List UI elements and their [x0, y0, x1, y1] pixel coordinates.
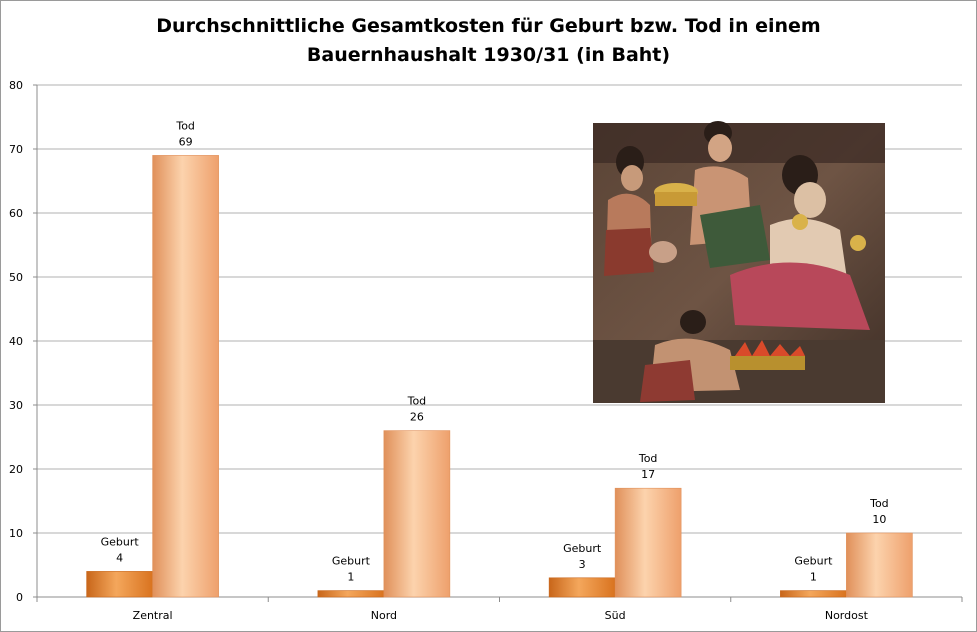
data-label-value: 26 [410, 411, 424, 424]
data-label-value: 17 [641, 468, 655, 481]
bar-geburt [548, 577, 616, 598]
y-tick-label: 50 [9, 271, 23, 284]
bar-tod [846, 532, 913, 598]
y-tick-label: 80 [9, 79, 23, 92]
bar-geburt [780, 590, 847, 598]
y-tick-label: 70 [9, 143, 23, 156]
bar-geburt [86, 571, 153, 598]
y-tick-label: 60 [9, 207, 23, 220]
chart-title: Durchschnittliche Gesamtkosten für Gebur… [0, 12, 977, 70]
x-category-label: Nordost [825, 609, 869, 622]
data-label-series: Tod [175, 119, 195, 132]
x-axis-categories: Zentral Nord Süd Nordost [36, 597, 963, 622]
y-tick-label: 40 [9, 335, 23, 348]
chart-title-line-2: Bauernhaushalt 1930/31 (in Baht) [306, 44, 671, 66]
data-label-series: Tod [407, 395, 427, 408]
thai-mural-image [593, 121, 885, 403]
bar-tod [152, 155, 219, 598]
y-tick-label: 30 [9, 399, 23, 412]
data-label-series: Tod [638, 452, 658, 465]
data-label-value: 4 [116, 551, 123, 564]
bars [86, 155, 913, 598]
bar-tod [383, 430, 451, 598]
data-label-value: 1 [810, 571, 817, 584]
data-labels: Geburt 4 Tod 69 Geburt 1 Tod 26 Geburt 3 Tod 17 Gebu… [101, 119, 889, 583]
y-tick-label: 0 [16, 591, 23, 604]
y-tick-label: 10 [9, 527, 23, 540]
y-axis-ticks: 0 10 20 30 40 50 60 70 80 [9, 79, 37, 604]
x-category-label: Süd [605, 609, 626, 622]
bar-tod [614, 487, 682, 598]
y-tick-label: 20 [9, 463, 23, 476]
data-label-value: 10 [872, 513, 886, 526]
data-label-series: Tod [869, 497, 889, 510]
data-label-series: Geburt [332, 555, 371, 568]
bar-geburt [317, 590, 385, 598]
data-label-value: 69 [179, 135, 193, 148]
data-label-value: 1 [347, 571, 354, 584]
x-category-label: Nord [371, 609, 397, 622]
data-label-series: Geburt [563, 542, 602, 555]
data-label-series: Geburt [101, 535, 140, 548]
x-category-label: Zentral [133, 609, 173, 622]
data-label-value: 3 [579, 558, 586, 571]
data-label-series: Geburt [794, 555, 833, 568]
chart-title-line-1: Durchschnittliche Gesamtkosten für Gebur… [156, 15, 821, 37]
